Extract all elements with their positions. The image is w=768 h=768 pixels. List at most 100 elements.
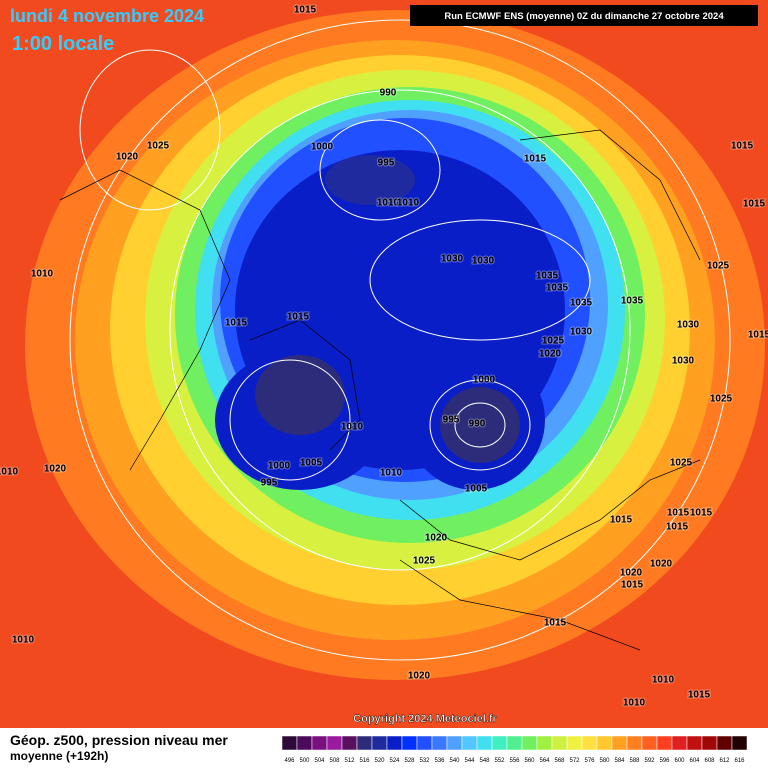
colorbar-swatch xyxy=(701,735,718,751)
colorbar-label: 616 xyxy=(734,758,745,764)
colorbar-label: 604 xyxy=(689,758,700,764)
isobar-label: 995 xyxy=(443,415,460,426)
isobar-label: 1010 xyxy=(397,198,420,209)
colorbar-swatch xyxy=(656,735,673,751)
isobar-label: 1015 xyxy=(225,318,248,329)
isobar-label: 1030 xyxy=(472,256,495,267)
isobar-label: 1015 xyxy=(294,5,317,16)
colorbar-swatch xyxy=(686,735,703,751)
isobar-label: 1005 xyxy=(300,458,323,469)
coastline xyxy=(59,129,701,651)
colorbar-swatch xyxy=(596,735,613,751)
isobar-label: 1000 xyxy=(268,461,291,472)
isobar-label: 1010 xyxy=(623,698,646,709)
isobar-label: 1035 xyxy=(570,298,593,309)
map-time: 1:00 locale xyxy=(12,33,114,55)
isobar-label: 1010 xyxy=(341,422,364,433)
colorbar-swatch xyxy=(521,735,538,751)
colorbar-label: 500 xyxy=(299,758,310,764)
isobar-label: 1005 xyxy=(465,484,488,495)
isobar-label: 1000 xyxy=(473,375,496,386)
colorbar-label: 504 xyxy=(314,758,325,764)
run-info: Run ECMWF ENS (moyenne) 0Z du dimanche 2… xyxy=(444,11,724,22)
colorbar-label: 588 xyxy=(629,758,640,764)
isobar-label: 1020 xyxy=(620,568,643,579)
isobar-label: 1030 xyxy=(677,320,700,331)
colorbar-label: 496 xyxy=(284,758,295,764)
isobar-label: 1020 xyxy=(44,464,67,475)
colorbar-swatch xyxy=(536,735,553,751)
colorbar-label: 540 xyxy=(449,758,460,764)
isobar-label: 995 xyxy=(378,158,395,169)
colorbar-swatch xyxy=(371,735,388,751)
isobar-label: 1020 xyxy=(650,559,673,570)
isobar-label: 1025 xyxy=(413,556,436,567)
colorbar-label: 552 xyxy=(494,758,505,764)
isobar-label: 1025 xyxy=(147,141,170,152)
colorbar-label: 584 xyxy=(614,758,625,764)
colorbar-label: 532 xyxy=(419,758,430,764)
colorbar-label: 600 xyxy=(674,758,685,764)
colorbar-swatch xyxy=(461,735,478,751)
isobar-label: 1015 xyxy=(666,522,689,533)
isobar-label: 1000 xyxy=(311,142,334,153)
isobar-label: 1020 xyxy=(425,533,448,544)
isobar-label: 995 xyxy=(261,478,278,489)
isobar xyxy=(454,402,506,448)
colorbar-label: 512 xyxy=(344,758,355,764)
colorbar-label: 560 xyxy=(524,758,535,764)
colorbar-label: 548 xyxy=(479,758,490,764)
isobar xyxy=(229,359,351,481)
isobar xyxy=(369,219,591,341)
colorbar-swatch xyxy=(356,735,373,751)
colorbar-swatch xyxy=(296,735,313,751)
colorbar-label: 596 xyxy=(659,758,670,764)
coastlines xyxy=(59,129,701,651)
isobar-label: 1020 xyxy=(408,671,431,682)
isobar-label: 1020 xyxy=(116,152,139,163)
isobar-label: 1035 xyxy=(536,271,559,282)
isobar-label: 1010 xyxy=(12,635,35,646)
isobar-label: 1015 xyxy=(748,330,768,341)
isobar-label: 1010 xyxy=(652,675,675,686)
colorbar-swatch xyxy=(491,735,508,751)
field-band xyxy=(440,387,520,463)
colorbar-label: 516 xyxy=(359,758,370,764)
colorbar-label: 572 xyxy=(569,758,580,764)
isobar-label: 1015 xyxy=(610,515,633,526)
colorbar-label: 556 xyxy=(509,758,520,764)
colorbar-swatch xyxy=(416,735,433,751)
colorbar-swatch xyxy=(446,735,463,751)
colorbar-swatch xyxy=(551,735,568,751)
isobar-label: 990 xyxy=(380,88,397,99)
field-band xyxy=(325,155,415,205)
colorbar-label: 580 xyxy=(599,758,610,764)
isobar-label: 1015 xyxy=(524,154,547,165)
isobar xyxy=(169,89,631,571)
colorbar-swatch xyxy=(281,735,298,751)
colorbar-label: 568 xyxy=(554,758,565,764)
colorbar-swatch xyxy=(476,735,493,751)
colorbar-label: 544 xyxy=(464,758,475,764)
isobar xyxy=(429,379,531,471)
copyright: Copyright 2024 Meteociel.fr xyxy=(353,713,497,725)
colorbar-swatch xyxy=(581,735,598,751)
colorbar-label: 508 xyxy=(329,758,340,764)
isobar-label: 1015 xyxy=(731,141,754,152)
isobar-label: 1030 xyxy=(441,254,464,265)
colorbar-label: 592 xyxy=(644,758,655,764)
isobar-label: 1015 xyxy=(690,508,713,519)
colorbar-swatch xyxy=(326,735,343,751)
isobar-label: 1010 xyxy=(31,269,54,280)
isobar xyxy=(319,119,441,221)
isobar-label: 1015 xyxy=(667,508,690,519)
isobar xyxy=(79,49,221,211)
field-band xyxy=(255,355,345,435)
height-field xyxy=(25,10,765,680)
colorbar-label: 524 xyxy=(389,758,400,764)
colorbar-label: 536 xyxy=(434,758,445,764)
isobar-label: 1025 xyxy=(707,261,730,272)
run-info-box xyxy=(410,5,758,26)
